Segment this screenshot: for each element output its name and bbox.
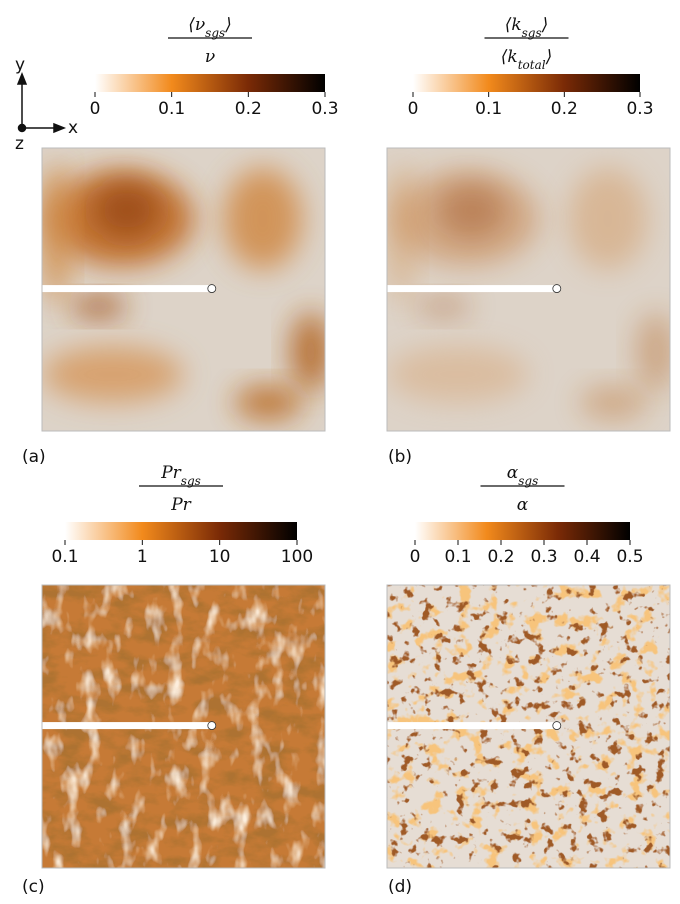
field-feature [223,167,303,270]
math-text: ⟨νsgs⟩ [188,15,232,40]
math-subscript: total [518,58,546,72]
field-feature [234,385,303,420]
plate [42,722,210,730]
math-text: ν [205,47,215,67]
triad-arrow [16,71,28,85]
colorbar-tick-label: 0.4 [573,547,600,567]
colorbar-tick-label: 0 [90,99,101,119]
field-feature [579,385,648,420]
colorbar-tick-label: 0.3 [626,99,653,119]
math-text: αsgs [507,463,538,488]
colorbar-tick-label: 0.2 [235,99,262,119]
colorbar-tick-label: 0.1 [475,99,502,119]
math-part: Pr [170,495,191,515]
field-feature [387,346,529,403]
plate [42,285,210,293]
math-part: Pr [160,463,181,483]
colorbar-tick-label: 0.2 [551,99,578,119]
math-part: ν [205,47,215,67]
field-plot [42,585,325,868]
field-feature [70,295,127,318]
colorbar-tick-label: 10 [209,547,231,567]
math-subscript: sgs [205,26,225,40]
math-part: α [507,463,519,483]
field-plot [42,148,325,431]
triad-origin [17,123,27,133]
plate [387,722,555,730]
field-frame [386,584,671,869]
math-part: α [517,495,529,515]
colorbar-tick-label: 0.3 [530,547,557,567]
field-frame [386,147,671,432]
math-part: ⟨k [501,47,518,67]
colorbar-tick-label: 0.1 [51,547,78,567]
math-part: ⟩ [541,15,549,35]
colorbar-tick-label: 0.2 [487,547,514,567]
colorbar-tick-label: 0 [410,547,421,567]
math-text: Pr [170,495,191,515]
colorbar-tick-label: 0 [408,99,419,119]
field-frame [41,584,326,869]
math-part: ⟨k [505,15,522,35]
colorbar-tick-label: 100 [281,547,313,567]
colorbar-tick-label: 1 [137,547,148,567]
triad-label: x [68,118,78,138]
plate [387,285,555,293]
plate-tip [207,284,217,293]
triad-label: z [15,134,24,154]
colorbar-tick-label: 0.1 [444,547,471,567]
panel-label: (d) [388,877,412,897]
math-part: ⟩ [224,15,232,35]
plate-tip [552,721,562,730]
field-feature [291,312,325,392]
field-feature [42,162,71,304]
triad-label: y [15,55,25,75]
colorbar-tick-label: 0.3 [311,99,338,119]
colorbar [95,74,325,92]
math-subscript: sgs [181,474,201,488]
panel-label: (c) [22,877,45,897]
math-part: ⟨ν [188,15,205,35]
field-feature [387,162,416,304]
field-plot [387,585,670,868]
colorbar-tick-label: 0.5 [616,547,643,567]
field-feature [568,167,648,270]
plate-tip [207,721,217,730]
panel-label: (a) [22,447,46,467]
plate-tip [552,284,562,293]
colorbar [65,522,297,540]
math-text: Prsgs [160,463,201,488]
math-text: ⟨ksgs⟩ [505,15,549,40]
panel-label: (b) [388,447,412,467]
math-part: ⟩ [545,47,553,67]
field-plot [387,148,670,431]
triad-arrow [53,122,67,134]
field-feature [92,181,161,239]
colorbar [413,74,640,92]
field-frame [41,147,326,432]
math-subscript: sgs [522,26,542,40]
field-feature [42,346,184,403]
field-feature [636,312,670,392]
field-feature [437,181,506,239]
axes-triad [16,71,67,134]
math-subscript: sgs [518,474,538,488]
field-feature [415,295,472,318]
math-text: α [517,495,529,515]
math-text: ⟨ktotal⟩ [501,47,552,72]
colorbar [415,522,630,540]
colorbar-tick-label: 0.1 [158,99,185,119]
